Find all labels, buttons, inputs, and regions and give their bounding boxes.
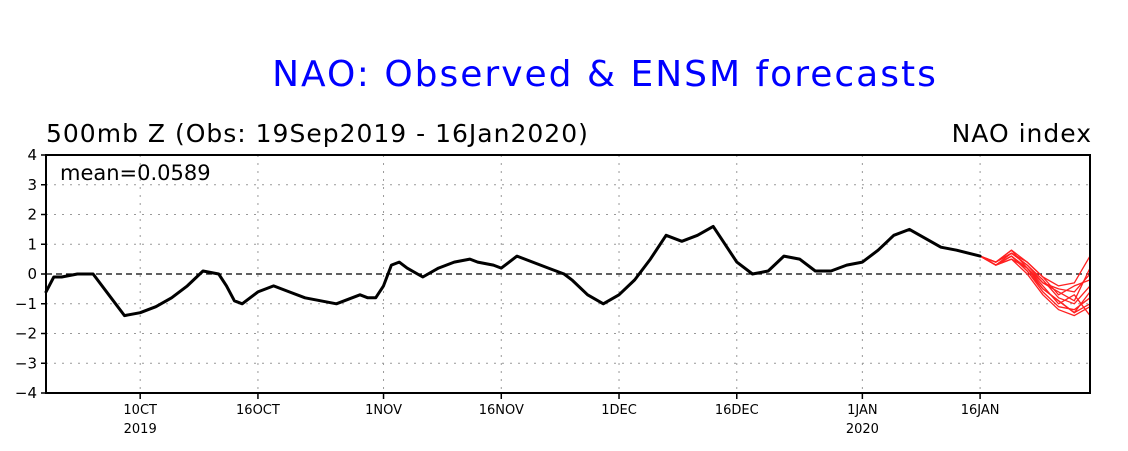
y-tick-label: −4 bbox=[15, 384, 37, 402]
chart-subtitle: 500mb Z (Obs: 19Sep2019 - 16Jan2020) bbox=[46, 119, 589, 148]
y-tick-label: 1 bbox=[27, 235, 37, 253]
y-tick-label: 2 bbox=[27, 206, 37, 224]
x-tick-year: 2020 bbox=[846, 422, 879, 437]
x-tick-label: 16NOV bbox=[479, 403, 524, 418]
y-tick-label: −3 bbox=[15, 354, 37, 372]
y-tick-label: −2 bbox=[15, 325, 37, 343]
data-marks bbox=[44, 224, 1091, 318]
x-tick-label: 16DEC bbox=[715, 403, 759, 418]
chart-title: NAO: Observed & ENSM forecasts bbox=[272, 54, 938, 95]
index-label: NAO index bbox=[952, 119, 1092, 148]
mean-annotation: mean=0.0589 bbox=[60, 161, 211, 185]
forecast-member-line-10 bbox=[979, 255, 1091, 314]
y-tick-label: 4 bbox=[27, 146, 37, 164]
y-tick-label: 3 bbox=[27, 176, 37, 194]
x-tick-label: 1DEC bbox=[601, 403, 637, 418]
grid-lines bbox=[46, 155, 1090, 393]
axis-ticks: 4 3 2 1 0 −1 −2 −3 −4 10CT 2019 16OCT 1NOV 16NOV 1DEC 1… bbox=[15, 146, 1000, 437]
y-tick-label: 0 bbox=[27, 265, 37, 283]
x-tick-label: 10CT bbox=[123, 403, 157, 418]
x-tick-label: 1NOV bbox=[365, 403, 402, 418]
x-tick-label: 16JAN bbox=[961, 403, 1000, 418]
x-tick-label: 1JAN bbox=[847, 403, 878, 418]
observed-nao-line bbox=[44, 224, 982, 318]
forecast-member-line-9 bbox=[979, 252, 1091, 296]
x-tick-label: 16OCT bbox=[236, 403, 280, 418]
y-tick-label: −1 bbox=[15, 295, 37, 313]
x-tick-year: 2019 bbox=[124, 422, 157, 437]
